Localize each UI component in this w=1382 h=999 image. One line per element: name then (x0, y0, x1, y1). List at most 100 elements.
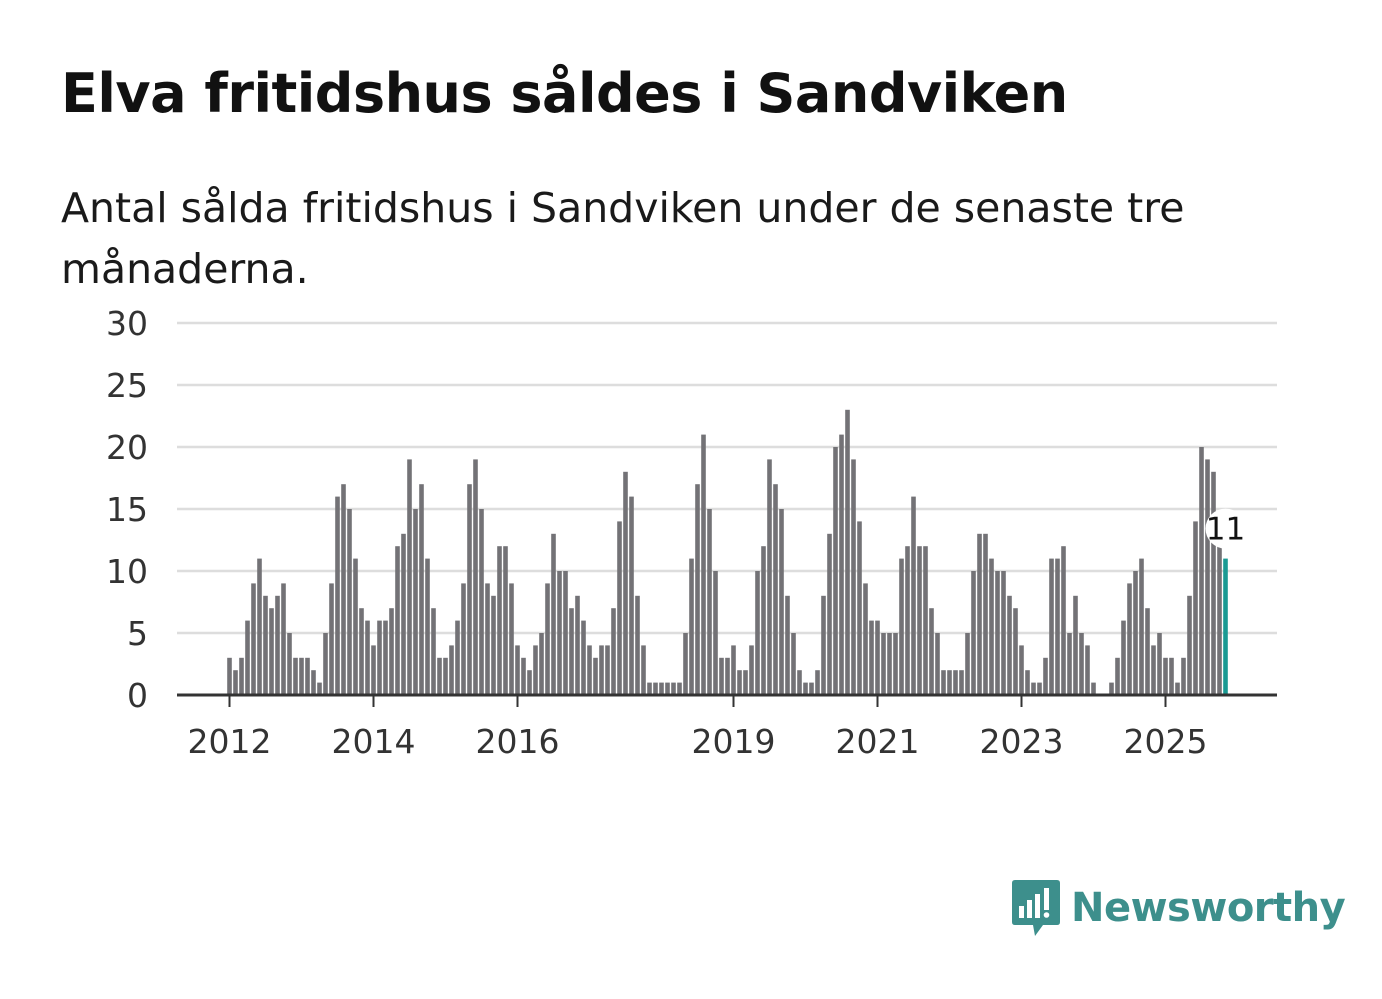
bar (839, 434, 844, 695)
bar (869, 620, 874, 695)
bar (353, 558, 358, 695)
bar (815, 670, 820, 695)
bar (767, 459, 772, 695)
x-axis-ticks: 2012 2014 2016 2019 2021 2023 2025 (188, 695, 1207, 761)
bar (299, 657, 304, 695)
bar (707, 509, 712, 695)
bar (305, 657, 310, 695)
bar (1019, 645, 1024, 695)
bar (629, 496, 634, 695)
bar (287, 633, 292, 695)
bar (959, 670, 964, 695)
bar (827, 533, 832, 695)
bar (509, 583, 514, 695)
bar (1115, 657, 1120, 695)
bar (773, 484, 778, 695)
bar (611, 608, 616, 695)
bar (917, 546, 922, 695)
bar (653, 682, 658, 695)
bar (617, 521, 622, 695)
bar (539, 633, 544, 695)
y-tick-label-0: 0 (127, 676, 148, 715)
bar (1157, 633, 1162, 695)
bar (965, 633, 970, 695)
bar (443, 657, 448, 695)
y-tick-label-5: 5 (127, 614, 148, 653)
bar (1145, 608, 1150, 695)
bar (575, 595, 580, 695)
bar (875, 620, 880, 695)
bar (251, 583, 256, 695)
bar (1073, 595, 1078, 695)
bar (1187, 595, 1192, 695)
bar (269, 608, 274, 695)
bar (905, 546, 910, 695)
bar (1013, 608, 1018, 695)
y-axis-ticks: 0 5 10 15 20 25 30 (106, 304, 148, 715)
x-tick-label-2012: 2012 (188, 722, 272, 761)
bar (785, 595, 790, 695)
bar (395, 546, 400, 695)
bar (1043, 657, 1048, 695)
bar (281, 583, 286, 695)
bar (605, 645, 610, 695)
bar (377, 620, 382, 695)
bar (527, 670, 532, 695)
bar (977, 533, 982, 695)
bar (365, 620, 370, 695)
bar (983, 533, 988, 695)
y-tick-label-15: 15 (106, 490, 148, 529)
bar (1037, 682, 1042, 695)
bar (389, 608, 394, 695)
newsworthy-logo-icon (1012, 880, 1060, 936)
x-tick-label-2021: 2021 (836, 722, 920, 761)
bar (503, 546, 508, 695)
bar (407, 459, 412, 695)
bar (953, 670, 958, 695)
bar (731, 645, 736, 695)
bar (635, 595, 640, 695)
bar (533, 645, 538, 695)
bar (413, 509, 418, 695)
bar (425, 558, 430, 695)
bar (1169, 657, 1174, 695)
bar (935, 633, 940, 695)
x-tick-label-2023: 2023 (980, 722, 1064, 761)
bar (1121, 620, 1126, 695)
bar (677, 682, 682, 695)
bar (695, 484, 700, 695)
bar (911, 496, 916, 695)
bar (647, 682, 652, 695)
y-tick-label-10: 10 (106, 552, 148, 591)
value-annotation: 11 (1205, 508, 1246, 549)
bar (347, 509, 352, 695)
bar (1139, 558, 1144, 695)
bar (797, 670, 802, 695)
chart-subtitle: Antal sålda fritidshus i Sandviken under… (61, 184, 1185, 293)
bar (257, 558, 262, 695)
bar (941, 670, 946, 695)
bar (245, 620, 250, 695)
bar (1163, 657, 1168, 695)
bar (491, 595, 496, 695)
x-tick-label-2019: 2019 (692, 722, 776, 761)
bar (1127, 583, 1132, 695)
bar (623, 471, 628, 695)
x-tick-label-2016: 2016 (476, 722, 560, 761)
bar (473, 459, 478, 695)
bar (383, 620, 388, 695)
newsworthy-logo: Newsworthy (1011, 878, 1346, 938)
value-label: 11 (1206, 512, 1245, 548)
bar (851, 459, 856, 695)
bar (995, 571, 1000, 695)
bar (239, 657, 244, 695)
bar (701, 434, 706, 695)
bar (665, 682, 670, 695)
bar (689, 558, 694, 695)
bar (1211, 471, 1216, 695)
bar (1031, 682, 1036, 695)
bar (1217, 546, 1222, 695)
y-tick-label-30: 30 (106, 304, 148, 343)
bar (713, 571, 718, 695)
